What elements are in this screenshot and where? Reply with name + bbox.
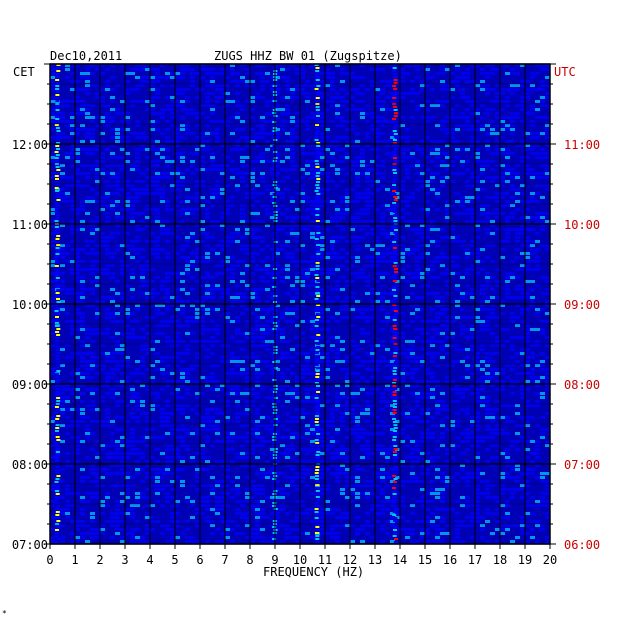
utc-label: UTC <box>554 65 576 79</box>
x-tick-label-13: 13 <box>368 553 382 567</box>
x-tick-label-6: 6 <box>196 553 203 567</box>
y-label-cet-2: 09:00 <box>12 378 48 392</box>
x-tick-label-17: 17 <box>468 553 482 567</box>
x-tick-label-10: 10 <box>293 553 307 567</box>
y-label-utc-3: 09:00 <box>564 298 600 312</box>
y-label-utc-0: 06:00 <box>564 538 600 552</box>
x-tick-label-1: 1 <box>71 553 78 567</box>
x-tick-label-15: 15 <box>418 553 432 567</box>
station-title: ZUGS HHZ BW 01 (Zugspitze) <box>214 49 402 63</box>
x-tick-label-14: 14 <box>393 553 407 567</box>
y-label-utc-1: 07:00 <box>564 458 600 472</box>
x-tick-label-12: 12 <box>343 553 357 567</box>
feature-band-2 <box>314 64 321 543</box>
x-tick-label-19: 19 <box>518 553 532 567</box>
x-tick-label-0: 0 <box>46 553 53 567</box>
x-tick-label-7: 7 <box>221 553 228 567</box>
y-label-utc-4: 10:00 <box>564 218 600 232</box>
x-tick-label-9: 9 <box>271 553 278 567</box>
date-label: Dec10,2011 <box>50 49 123 63</box>
y-label-cet-5: 12:00 <box>12 138 48 152</box>
x-tick-label-20: 20 <box>543 553 557 567</box>
x-tick-label-18: 18 <box>493 553 507 567</box>
spectrogram-texture <box>50 64 550 543</box>
x-tick-label-3: 3 <box>121 553 128 567</box>
footer-mark: * <box>2 609 7 618</box>
feature-band-3 <box>392 64 398 543</box>
y-label-cet-4: 11:00 <box>12 218 48 232</box>
x-tick-label-2: 2 <box>96 553 103 567</box>
x-tick-label-11: 11 <box>318 553 332 567</box>
y-label-cet-3: 10:00 <box>12 298 48 312</box>
x-tick-label-8: 8 <box>246 553 253 567</box>
grid-lines <box>49 63 551 545</box>
y-label-cet-0: 07:00 <box>12 538 48 552</box>
y-label-utc-5: 11:00 <box>564 138 600 152</box>
x-tick-label-5: 5 <box>171 553 178 567</box>
x-axis-title: FREQUENCY (HZ) <box>263 565 365 579</box>
cet-label: CET <box>13 65 35 79</box>
x-tick-label-4: 4 <box>146 553 153 567</box>
x-tick-label-16: 16 <box>443 553 457 567</box>
y-label-cet-1: 08:00 <box>12 458 48 472</box>
y-label-utc-2: 08:00 <box>564 378 600 392</box>
